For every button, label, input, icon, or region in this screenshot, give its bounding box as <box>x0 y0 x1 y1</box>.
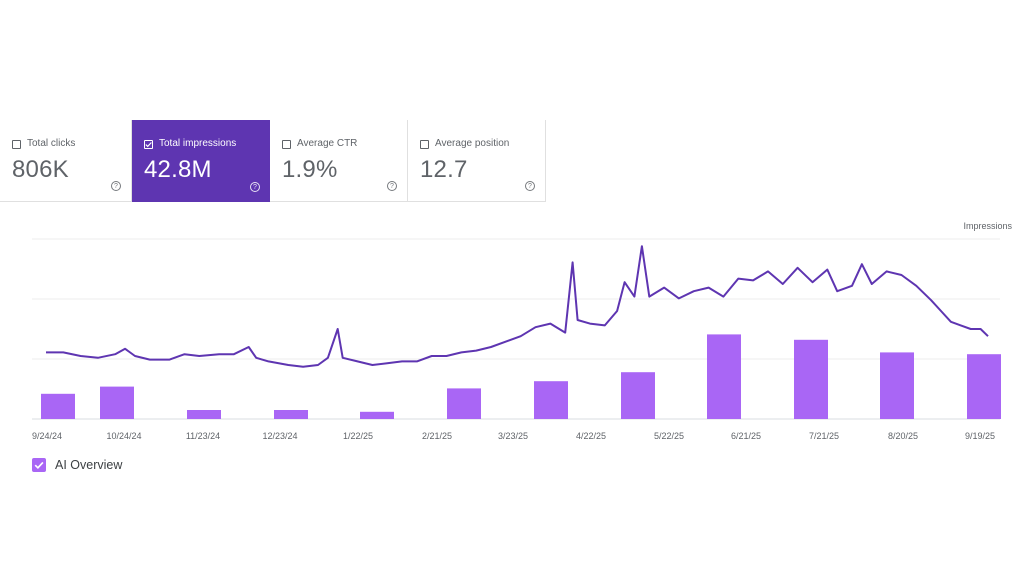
average-ctr-card[interactable]: Average CTR 1.9% ? <box>270 120 408 202</box>
x-tick-label: 9/24/24 <box>32 431 62 441</box>
total-impressions-checkbox-icon[interactable] <box>144 139 153 149</box>
average-position-card[interactable]: Average position 12.7 ? <box>408 120 546 202</box>
total-impressions-label: Total impressions <box>159 138 237 149</box>
total-impressions-value: 42.8M <box>144 156 212 183</box>
y-axis-label: Impressions <box>963 221 1012 231</box>
x-tick-label: 4/22/25 <box>576 431 606 441</box>
ai-overview-bar[interactable] <box>621 372 655 419</box>
x-tick-label: 6/21/25 <box>731 431 761 441</box>
ai-overview-bar[interactable] <box>880 352 914 419</box>
x-tick-label: 8/20/25 <box>888 431 918 441</box>
chart-legend[interactable]: AI Overview <box>32 458 122 472</box>
ai-overview-bar[interactable] <box>707 334 741 419</box>
total-impressions-card[interactable]: Total impressions 42.8M ? <box>132 120 270 202</box>
ai-overview-bar[interactable] <box>41 393 75 419</box>
x-tick-label: 9/19/25 <box>965 431 995 441</box>
chart-grid <box>32 238 1000 420</box>
ai-overview-bar[interactable] <box>100 386 134 419</box>
x-tick-label: 1/22/25 <box>343 431 373 441</box>
total-clicks-card[interactable]: Total clicks 806K ? <box>0 120 132 202</box>
x-tick-label: 2/21/25 <box>422 431 452 441</box>
ai-overview-checkbox-icon[interactable] <box>32 458 46 472</box>
x-tick-label: 3/23/25 <box>498 431 528 441</box>
average-ctr-value: 1.9% <box>282 156 338 183</box>
total-clicks-value: 806K <box>12 156 69 183</box>
ai-overview-bar[interactable] <box>187 410 221 419</box>
help-icon[interactable]: ? <box>525 181 535 191</box>
ai-overview-bar[interactable] <box>447 388 481 419</box>
help-icon[interactable]: ? <box>111 181 121 191</box>
performance-chart[interactable]: 9/24/24 10/24/24 11/23/24 12/23/24 1/22/25 2/… <box>0 215 1024 447</box>
ai-overview-bars <box>41 334 1001 419</box>
total-clicks-checkbox-icon[interactable] <box>12 139 21 149</box>
ai-overview-bar[interactable] <box>967 354 1001 419</box>
average-position-label: Average position <box>435 138 510 149</box>
ai-overview-bar[interactable] <box>534 381 568 419</box>
ai-overview-bar[interactable] <box>794 339 828 419</box>
x-axis-ticks: 9/24/24 10/24/24 11/23/24 12/23/24 1/22/25 2/… <box>32 431 995 441</box>
total-clicks-label: Total clicks <box>27 138 76 149</box>
ai-overview-legend-label: AI Overview <box>55 458 123 472</box>
x-tick-label: 7/21/25 <box>809 431 839 441</box>
x-tick-label: 11/23/24 <box>186 431 220 441</box>
x-tick-label: 10/24/24 <box>106 431 141 441</box>
average-ctr-label: Average CTR <box>297 138 358 149</box>
impressions-line <box>46 245 989 368</box>
help-icon[interactable]: ? <box>387 181 397 191</box>
impressions-series-line[interactable] <box>46 245 989 368</box>
x-tick-label: 12/23/24 <box>262 431 297 441</box>
average-position-value: 12.7 <box>420 156 468 183</box>
x-tick-label: 5/22/25 <box>654 431 684 441</box>
average-ctr-checkbox-icon[interactable] <box>282 139 291 149</box>
average-position-checkbox-icon[interactable] <box>420 139 429 149</box>
ai-overview-bar[interactable] <box>360 411 394 419</box>
ai-overview-bar[interactable] <box>274 410 308 419</box>
help-icon[interactable]: ? <box>250 182 260 192</box>
